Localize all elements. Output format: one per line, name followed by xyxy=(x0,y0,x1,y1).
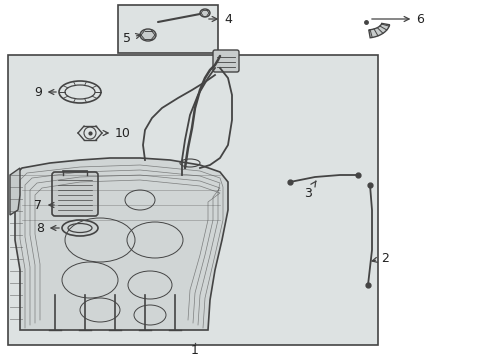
Text: 3: 3 xyxy=(304,181,316,199)
Text: 8: 8 xyxy=(36,221,59,234)
Polygon shape xyxy=(369,23,390,38)
Text: 9: 9 xyxy=(34,86,56,99)
FancyBboxPatch shape xyxy=(52,172,98,216)
Text: 1: 1 xyxy=(191,343,199,356)
Text: 10: 10 xyxy=(103,126,131,140)
Text: 7: 7 xyxy=(34,198,54,212)
Ellipse shape xyxy=(200,9,210,17)
Ellipse shape xyxy=(140,29,156,41)
FancyBboxPatch shape xyxy=(213,50,239,72)
Text: 5: 5 xyxy=(123,32,141,45)
Polygon shape xyxy=(10,168,20,215)
Text: 2: 2 xyxy=(372,252,389,265)
Bar xyxy=(8,55,378,345)
Polygon shape xyxy=(15,158,228,330)
Text: 6: 6 xyxy=(372,13,424,26)
Bar xyxy=(118,5,218,53)
Text: 4: 4 xyxy=(209,13,232,26)
